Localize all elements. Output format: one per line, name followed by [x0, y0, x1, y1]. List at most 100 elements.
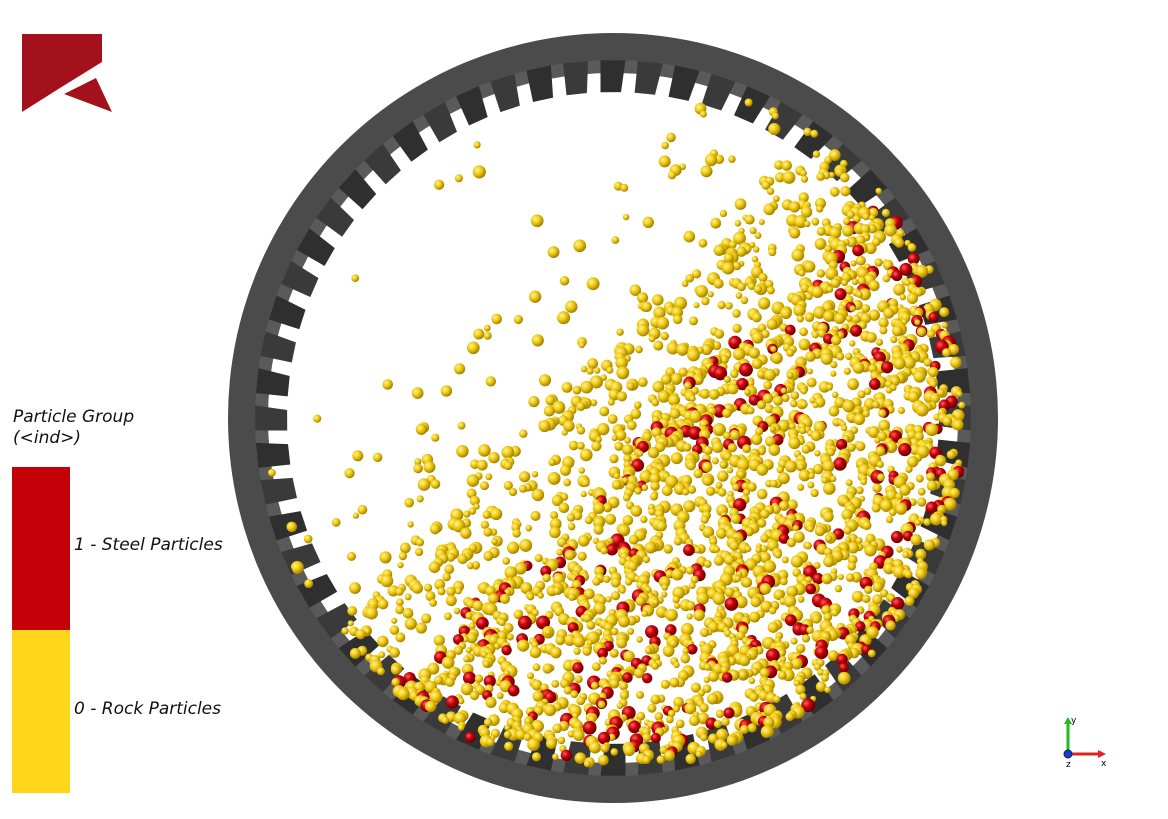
rock-particle	[818, 381, 831, 393]
rock-particle	[603, 622, 614, 632]
rock-particle	[790, 555, 804, 568]
rock-particle	[801, 175, 808, 183]
rock-particle	[899, 293, 906, 301]
rock-particle	[429, 599, 437, 607]
rock-particle	[845, 315, 853, 322]
rock-particle	[652, 294, 664, 306]
rock-particle	[769, 606, 777, 615]
rock-particle	[923, 358, 932, 367]
rock-particle	[876, 460, 885, 468]
rock-particle	[453, 645, 463, 655]
rock-particle	[893, 357, 906, 370]
rock-particle	[444, 612, 452, 621]
rock-particle	[473, 141, 481, 149]
rock-particle	[693, 302, 700, 309]
rock-particle	[471, 561, 481, 570]
rock-particle	[466, 474, 480, 487]
rock-particle	[808, 472, 815, 479]
rock-particle	[855, 486, 864, 495]
rock-particle	[609, 648, 619, 658]
rock-particle	[830, 475, 837, 482]
steel-particle	[902, 530, 914, 542]
rock-particle	[757, 370, 766, 379]
rock-particle	[666, 132, 676, 143]
rock-particle	[807, 525, 814, 533]
steel-particle	[606, 543, 618, 556]
rock-particle	[379, 551, 392, 564]
rock-particle	[616, 391, 628, 402]
rock-particle	[760, 534, 769, 543]
rock-particle	[661, 141, 669, 150]
rock-particle	[641, 301, 652, 312]
rock-particle	[915, 265, 929, 278]
rock-particle	[560, 678, 570, 689]
steel-particle	[687, 644, 698, 655]
rock-particle	[756, 463, 769, 476]
rock-particle	[622, 493, 631, 502]
rock-particle	[626, 420, 637, 431]
rock-particle	[669, 677, 680, 688]
rock-particle	[553, 586, 561, 595]
rock-particle	[880, 589, 889, 598]
rock-particle	[618, 615, 630, 628]
rock-particle	[586, 620, 596, 630]
rock-particle	[644, 647, 652, 655]
rock-particle	[557, 736, 566, 745]
rock-particle	[611, 479, 622, 490]
rock-particle	[468, 507, 477, 515]
rock-particle	[699, 388, 711, 399]
rock-particle	[642, 216, 654, 228]
rock-particle	[563, 686, 573, 695]
rock-particle	[656, 316, 670, 330]
rock-particle	[586, 367, 594, 375]
rock-particle	[423, 461, 436, 473]
steel-particle	[628, 720, 641, 734]
rock-particle	[884, 224, 897, 237]
rock-particle	[665, 475, 678, 488]
rock-particle	[442, 572, 451, 582]
rock-particle	[758, 297, 771, 310]
rock-particle	[817, 329, 827, 338]
rock-particle	[747, 482, 757, 492]
rock-particle	[793, 304, 806, 317]
legend-swatch-rock	[12, 630, 70, 793]
rock-particle	[707, 693, 719, 705]
rock-particle	[883, 307, 895, 319]
rock-particle	[704, 153, 718, 167]
rock-particle	[781, 394, 790, 402]
rock-particle	[578, 535, 590, 547]
orientation-axes[interactable]: y x z	[1058, 716, 1114, 770]
rock-particle	[445, 595, 457, 607]
rock-particle	[695, 285, 708, 298]
rock-particle	[757, 518, 767, 528]
rock-particle	[569, 440, 579, 451]
lifter	[846, 169, 888, 206]
rock-particle	[561, 382, 573, 393]
rock-particle	[440, 385, 452, 397]
rock-particle	[578, 467, 585, 474]
rock-particle	[519, 471, 531, 483]
rock-particle	[763, 560, 776, 573]
rock-particle	[807, 481, 815, 489]
rock-particle	[657, 390, 670, 403]
rock-particle	[670, 373, 683, 385]
lifter	[255, 405, 288, 431]
rock-particle	[827, 650, 839, 661]
steel-particle	[854, 621, 866, 632]
rock-particle	[700, 515, 709, 524]
rock-particle	[534, 554, 543, 563]
rock-particle	[669, 639, 678, 648]
lifter	[281, 261, 319, 297]
rock-particle	[734, 198, 747, 210]
rock-particle	[485, 696, 497, 709]
rock-particle	[754, 232, 762, 239]
rock-particle	[290, 561, 304, 574]
rock-particle	[363, 627, 371, 635]
rock-particle	[576, 426, 586, 435]
rock-particle	[429, 523, 441, 535]
rock-particle	[773, 395, 784, 406]
rock-particle	[425, 700, 437, 713]
rock-particle	[701, 296, 710, 306]
rock-particle	[736, 631, 746, 641]
